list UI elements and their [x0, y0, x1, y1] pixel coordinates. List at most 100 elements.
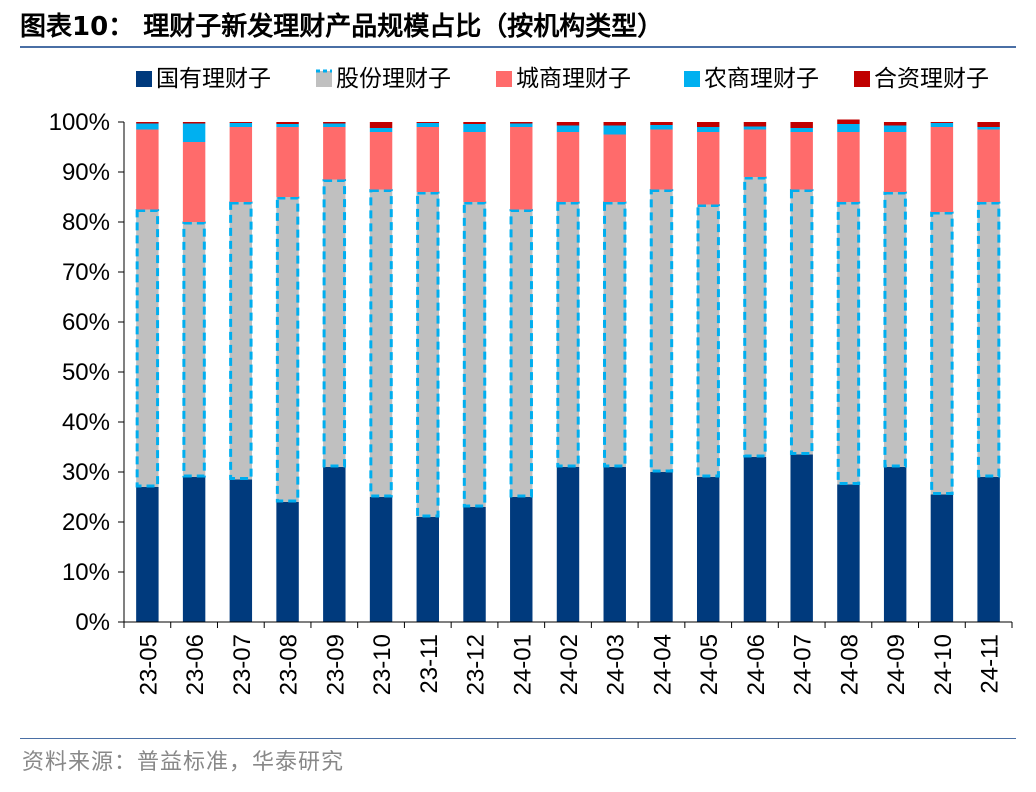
bar-segment: [930, 494, 954, 622]
bar-segment: [276, 502, 299, 622]
bottom-rule: [20, 738, 1016, 739]
bar-segment: [416, 517, 440, 622]
bar-segment: [416, 123, 440, 127]
bar-segment-outline: [509, 209, 533, 498]
bar-segment: [229, 122, 253, 123]
bar-segment: [416, 192, 440, 517]
bar-segment-outline: [322, 179, 347, 468]
y-tick-label: 40%: [62, 409, 110, 436]
bar-segment: [603, 467, 626, 622]
bar-segment: [463, 507, 486, 622]
bar-segment-outline: [135, 209, 160, 488]
bar-segment: [696, 122, 720, 127]
bar-segment: [136, 209, 159, 487]
x-tick-label: 24-01: [509, 634, 536, 695]
bar-segment-outline: [416, 191, 440, 518]
bar-segment-outline: [462, 201, 487, 508]
bar-segment-outline: [649, 189, 674, 473]
bar-segment: [510, 123, 533, 127]
bar-segment: [323, 122, 346, 124]
bar-segment: [182, 477, 206, 622]
bar-stack: [369, 122, 393, 622]
bar-segment: [276, 197, 299, 502]
bar-segment: [650, 125, 673, 130]
bar-stack: [229, 122, 253, 622]
bar-segment: [556, 202, 580, 467]
bar-segment-outline: [182, 221, 206, 478]
bar-segment: [883, 132, 907, 192]
x-tick-label: 24-06: [743, 634, 770, 695]
bar-segment: [883, 122, 907, 126]
x-tick-label: 24-11: [977, 634, 1004, 694]
x-tick-label: 24-03: [603, 634, 630, 695]
bar-segment: [790, 189, 813, 455]
bar-segment: [182, 122, 206, 124]
bar-segment-outline: [556, 201, 580, 468]
bar-segment-outline: [603, 201, 627, 468]
y-axis: 0% 10% 20% 30% 40% 50% 60% 70% 80% 90% 100%: [49, 109, 125, 636]
bar-stack: [789, 122, 814, 622]
bar-stack: [275, 122, 300, 622]
bar-segment: [369, 128, 393, 132]
bar-stack: [556, 122, 580, 622]
bar-segment: [977, 477, 1000, 622]
bar-segment: [276, 122, 299, 124]
x-tick-label: 23-08: [276, 634, 303, 695]
bar-segment: [650, 129, 673, 190]
bar-segment: [182, 123, 206, 142]
bar-segment-outline: [930, 211, 954, 495]
bar-stack: [462, 122, 487, 622]
bar-segment: [790, 454, 813, 622]
x-tick-label: 23-05: [135, 634, 162, 695]
bar-segment: [510, 497, 533, 622]
stacked-bar-chart: 国有理财子 股份理财子 城商理财子 农商理财子 合资理财子 0% 10% 20% 30% 40%…: [49, 66, 1013, 695]
y-tick-label: 90%: [62, 159, 110, 186]
bar-segment: [930, 127, 954, 212]
bar-segment: [463, 124, 486, 132]
bar-segment: [837, 202, 860, 485]
bar-stack: [883, 122, 907, 622]
bar-segment: [229, 479, 253, 622]
bar-segment: [323, 123, 346, 127]
legend-swatch: [684, 71, 700, 87]
legend-label: 国有理财子: [156, 66, 271, 92]
x-tick-label: 24-05: [696, 634, 723, 695]
bar-segment-outline: [883, 191, 907, 468]
bar-segment: [696, 477, 720, 622]
bar-stack: [182, 122, 206, 622]
bar-segment: [369, 122, 393, 128]
legend-label: 合资理财子: [874, 66, 989, 92]
bar-segment: [556, 125, 580, 132]
bar-segment: [743, 122, 767, 127]
bar-segment-outline: [836, 201, 861, 485]
bar-segment-outline: [976, 201, 1001, 478]
bar-segment-outline: [789, 189, 814, 455]
x-tick-label: 23-11: [416, 634, 443, 694]
bar-segment: [883, 125, 907, 132]
bar-stack: [696, 122, 720, 622]
bar-segment: [416, 122, 440, 123]
x-tick-label: 23-09: [322, 634, 349, 695]
bar-stack: [976, 122, 1001, 622]
bar-segment: [556, 132, 580, 202]
bar-segment: [930, 122, 954, 123]
bar-segment: [182, 222, 206, 477]
bar-segment: [182, 142, 206, 222]
bar-segment: [510, 209, 533, 497]
source-note: 资料来源：普益标准，华泰研究: [22, 750, 345, 775]
x-tick-label: 24-04: [649, 634, 676, 695]
bar-segment: [603, 202, 626, 467]
x-tick-label: 24-09: [883, 634, 910, 695]
bar-stack: [649, 122, 674, 622]
bar-segment: [977, 129, 1000, 202]
legend-label: 农商理财子: [704, 66, 819, 92]
bar-segment: [696, 204, 720, 477]
x-tick-label: 23-12: [463, 634, 490, 695]
bar-segment-outline: [229, 201, 253, 480]
bar-segment: [743, 457, 767, 622]
legend-label: 城商理财子: [516, 66, 631, 92]
legend-swatch: [496, 71, 512, 87]
legend-swatch: [136, 71, 152, 87]
legend-label: 股份理财子: [336, 66, 451, 92]
legend-swatch: [854, 71, 870, 87]
